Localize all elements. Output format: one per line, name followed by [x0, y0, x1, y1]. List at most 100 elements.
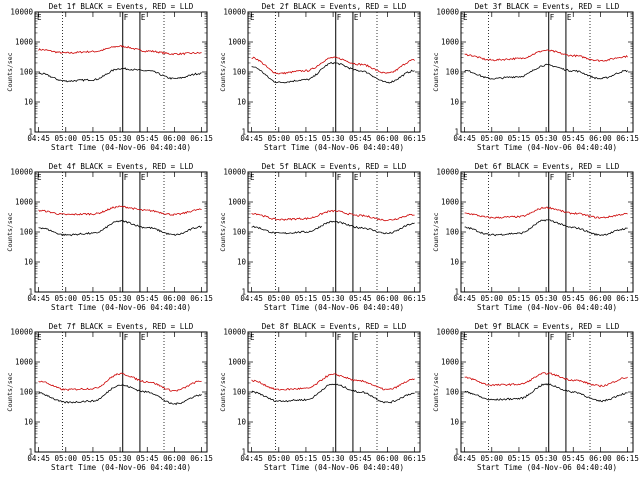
marker-label: F — [550, 13, 555, 22]
panel-title: Det 7f BLACK = Events, RED = LLD — [49, 322, 194, 331]
panel-3: Det 3f BLACK = Events, RED = LLD 1 10 100 10… — [432, 2, 639, 152]
x-tick-label: 06:15 — [190, 294, 213, 303]
y-tick-label: 1 — [454, 288, 459, 297]
y-tick-label: 10000 — [436, 168, 459, 177]
y-tick-label: 1 — [241, 448, 246, 457]
marker-label: E — [37, 173, 42, 182]
x-axis-label: Start Time (04-Nov-06 04:40:40) — [51, 463, 191, 472]
y-tick-label: 10000 — [10, 168, 33, 177]
x-axis-label: Start Time (04-Nov-06 04:40:40) — [477, 303, 617, 312]
x-tick-label: 06:00 — [376, 454, 399, 463]
y-tick-label: 10 — [24, 258, 34, 267]
y-tick-label: 1000 — [15, 358, 34, 367]
x-tick-label: 06:00 — [376, 134, 399, 143]
marker-label: E — [141, 173, 146, 182]
x-axis-label: Start Time (04-Nov-06 04:40:40) — [264, 463, 404, 472]
y-tick-label: 100 — [445, 388, 459, 397]
panel-4: Det 4f BLACK = Events, RED = LLD 1 10 100 10… — [6, 162, 213, 312]
y-tick-label: 10 — [24, 98, 34, 107]
x-tick-label: 06:00 — [163, 454, 186, 463]
y-axis-label: Counts/sec — [432, 372, 440, 411]
y-tick-label: 10 — [450, 418, 460, 427]
x-tick-label: 05:00 — [267, 294, 290, 303]
y-tick-label: 10 — [237, 258, 247, 267]
y-tick-label: 10000 — [223, 168, 246, 177]
lld-rate-series-line — [251, 373, 415, 391]
panel-6: Det 6f BLACK = Events, RED = LLD 1 10 100 10… — [432, 162, 639, 312]
x-tick-label: 05:00 — [480, 454, 503, 463]
x-tick-label: 05:30 — [322, 134, 345, 143]
x-tick-label: 06:15 — [403, 134, 426, 143]
x-tick-label: 05:15 — [295, 294, 318, 303]
y-tick-label: 1 — [28, 288, 33, 297]
x-tick-label: 05:30 — [109, 134, 132, 143]
y-tick-label: 100 — [19, 228, 33, 237]
x-tick-label: 05:45 — [562, 134, 585, 143]
x-tick-label: 04:45 — [453, 294, 476, 303]
x-tick-label: 05:30 — [322, 294, 345, 303]
x-axis-label: Start Time (04-Nov-06 04:40:40) — [51, 303, 191, 312]
marker-label: E — [463, 333, 468, 342]
panel-1: Det 1f BLACK = Events, RED = LLD 1 10 100 10… — [6, 2, 213, 152]
marker-label: E — [354, 173, 359, 182]
x-tick-label: 04:45 — [27, 294, 50, 303]
panel-title: Det 4f BLACK = Events, RED = LLD — [49, 162, 194, 171]
y-tick-label: 1 — [28, 448, 33, 457]
x-tick-label: 05:00 — [54, 294, 77, 303]
x-tick-label: 05:15 — [82, 294, 105, 303]
panel-7: Det 7f BLACK = Events, RED = LLD 1 10 100 10… — [6, 322, 213, 472]
x-tick-label: 05:30 — [535, 454, 558, 463]
lld-rate-series-line — [464, 206, 628, 219]
x-axis-label: Start Time (04-Nov-06 04:40:40) — [477, 143, 617, 152]
y-tick-label: 1000 — [441, 358, 460, 367]
marker-label: E — [567, 13, 572, 22]
y-tick-label: 1000 — [228, 38, 247, 47]
x-tick-label: 05:00 — [480, 134, 503, 143]
panel-5: Det 5f BLACK = Events, RED = LLD 1 10 100 10… — [219, 162, 426, 312]
x-tick-label: 04:45 — [453, 134, 476, 143]
lld-rate-series-line — [464, 372, 628, 388]
y-tick-label: 1 — [28, 128, 33, 137]
events-rate-series-line — [464, 63, 628, 80]
y-tick-label: 10000 — [223, 328, 246, 337]
plot-frame — [460, 331, 634, 453]
marker-label: F — [337, 333, 342, 342]
y-axis-label: Counts/sec — [6, 212, 14, 251]
marker-label: F — [337, 13, 342, 22]
marker-label: E — [141, 13, 146, 22]
x-tick-label: 05:30 — [109, 294, 132, 303]
panel-title: Det 2f BLACK = Events, RED = LLD — [262, 2, 407, 11]
y-axis-label: Counts/sec — [6, 372, 14, 411]
panel-9: Det 9f BLACK = Events, RED = LLD 1 10 100 10… — [432, 322, 639, 472]
marker-label: E — [141, 333, 146, 342]
y-tick-label: 100 — [445, 228, 459, 237]
plot-frame — [460, 171, 634, 293]
plot-frame — [34, 11, 208, 133]
marker-label: E — [354, 13, 359, 22]
y-tick-label: 10 — [450, 98, 460, 107]
panel-title: Det 1f BLACK = Events, RED = LLD — [49, 2, 194, 11]
y-axis-label: Counts/sec — [6, 52, 14, 91]
x-tick-label: 06:15 — [616, 454, 639, 463]
x-tick-label: 05:45 — [136, 134, 159, 143]
y-tick-label: 1000 — [15, 38, 34, 47]
marker-label: E — [463, 13, 468, 22]
x-tick-label: 05:00 — [480, 294, 503, 303]
y-tick-label: 10 — [450, 258, 460, 267]
x-tick-label: 06:15 — [403, 294, 426, 303]
marker-label: E — [37, 333, 42, 342]
x-tick-label: 05:00 — [54, 134, 77, 143]
x-tick-label: 05:30 — [535, 294, 558, 303]
x-axis-label: Start Time (04-Nov-06 04:40:40) — [264, 303, 404, 312]
x-tick-label: 06:15 — [403, 454, 426, 463]
marker-label: E — [250, 13, 255, 22]
x-tick-label: 06:00 — [163, 294, 186, 303]
x-tick-label: 06:15 — [616, 294, 639, 303]
x-axis-label: Start Time (04-Nov-06 04:40:40) — [264, 143, 404, 152]
x-tick-label: 04:45 — [453, 454, 476, 463]
x-tick-label: 05:45 — [562, 454, 585, 463]
y-tick-label: 10 — [24, 418, 34, 427]
x-tick-label: 05:00 — [54, 454, 77, 463]
x-tick-label: 06:00 — [376, 294, 399, 303]
x-tick-label: 05:00 — [267, 454, 290, 463]
